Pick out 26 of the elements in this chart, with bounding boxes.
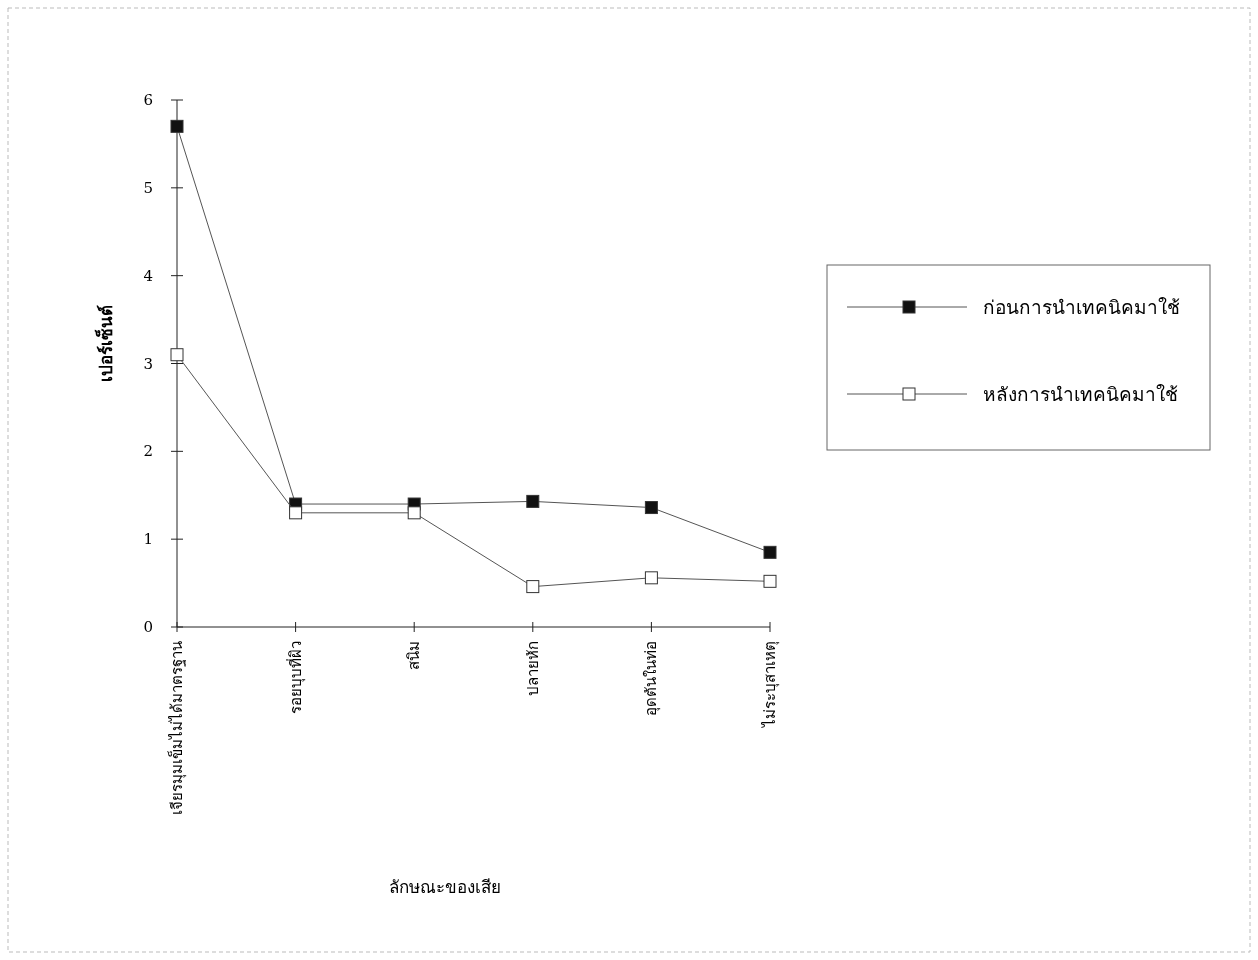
y-axis-title: เปอร์เซ็นต์	[94, 305, 116, 382]
point	[644, 571, 658, 585]
point	[526, 494, 540, 508]
y-tick-label: 1	[143, 530, 153, 549]
point	[407, 506, 421, 520]
x-tick-label: ไม่ระบุสาเหตุ	[761, 641, 780, 728]
y-tick-label: 4	[143, 266, 153, 285]
y-tick-label: 2	[143, 442, 153, 461]
point	[763, 574, 777, 588]
point	[170, 119, 184, 133]
x-tick-label: รอยบุบที่ผิว	[284, 641, 306, 714]
y-tick-label: 5	[143, 178, 153, 197]
point	[644, 501, 658, 515]
point	[170, 348, 184, 362]
point	[763, 545, 777, 559]
x-tick-label: เจียรมุมเข็มไม่ได้มาตรฐาน	[167, 641, 187, 815]
y-tick-label: 6	[143, 91, 153, 109]
legend: ก่อนการนำเทคนิคมาใช้ หลังการนำเทคนิคมาใช้	[826, 264, 1211, 451]
x-tick-label: อุดตันในท่อ	[642, 641, 662, 716]
point	[526, 580, 540, 594]
y-tick-label: 3	[143, 354, 153, 373]
y-tick-label: 0	[143, 618, 153, 636]
x-axis-title: ลักษณะของเสีย	[389, 877, 501, 897]
x-tick-label: ปลายหัก	[523, 641, 542, 696]
x-tick-label: สนิม	[405, 641, 424, 670]
point	[289, 506, 303, 520]
